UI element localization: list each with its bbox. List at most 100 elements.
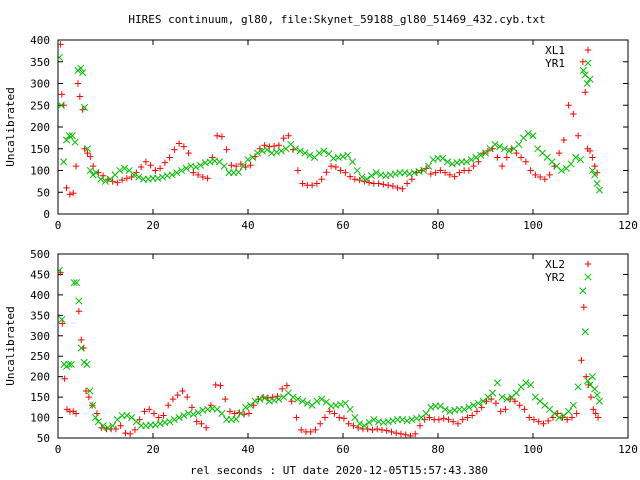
series-xl1 (58, 41, 601, 198)
data-point (58, 91, 65, 98)
data-point (318, 176, 325, 183)
data-point (193, 418, 200, 425)
data-point (152, 167, 159, 174)
data-point (185, 149, 192, 157)
data-point (427, 403, 435, 411)
data-point (161, 159, 169, 166)
data-point (474, 399, 482, 407)
data-point (572, 153, 580, 162)
data-point (301, 149, 309, 157)
data-point (166, 154, 173, 161)
legend-marker (584, 59, 592, 67)
y-axis-label: Uncalibrated (4, 87, 17, 166)
data-point (591, 385, 599, 393)
data-point (85, 393, 93, 401)
x-tick-label: 120 (618, 443, 638, 456)
data-point (469, 412, 476, 419)
data-point (530, 416, 538, 423)
data-point (574, 383, 582, 391)
data-point (245, 410, 253, 417)
x-tick-label: 60 (336, 219, 349, 232)
data-point (63, 184, 70, 192)
data-point (478, 404, 485, 411)
data-point (66, 191, 74, 198)
data-point (173, 169, 181, 177)
data-point (232, 162, 240, 170)
data-point (58, 101, 65, 109)
y-tick-label: 350 (30, 56, 50, 69)
data-point (405, 170, 414, 178)
data-point (251, 153, 259, 160)
data-point (135, 173, 143, 181)
data-point (165, 402, 172, 409)
data-point (142, 158, 150, 165)
data-point (331, 410, 338, 417)
data-point (332, 163, 340, 171)
data-point (503, 395, 511, 403)
data-point (340, 415, 348, 422)
y-tick-label: 100 (30, 165, 50, 178)
data-point (155, 414, 162, 421)
data-point (58, 41, 64, 48)
legend-marker (584, 273, 592, 281)
data-point (89, 162, 97, 170)
data-point (388, 428, 395, 436)
data-point (78, 336, 85, 344)
data-point (175, 140, 183, 147)
data-point (91, 414, 100, 422)
data-point (515, 140, 523, 148)
data-point (587, 393, 595, 401)
data-point (427, 170, 435, 178)
data-point (569, 401, 577, 409)
data-point (147, 162, 154, 169)
data-point (188, 404, 196, 411)
data-point (493, 379, 501, 387)
data-point (175, 414, 183, 422)
data-point (555, 414, 563, 422)
data-point (294, 167, 302, 174)
x-tick-label: 0 (55, 219, 62, 232)
data-point (136, 416, 143, 423)
data-point (576, 156, 585, 164)
data-point (258, 147, 266, 155)
data-point (498, 393, 506, 401)
data-point (117, 422, 124, 429)
data-point (299, 180, 306, 187)
data-point (104, 424, 112, 432)
legend-label: YR1 (545, 57, 565, 70)
data-point (228, 162, 235, 169)
data-point (213, 132, 221, 139)
data-point (583, 79, 591, 88)
y-tick-label: 50 (37, 432, 50, 445)
data-point (391, 170, 399, 178)
data-point (498, 162, 506, 170)
data-point (446, 171, 454, 179)
data-point (101, 177, 110, 185)
data-point (232, 415, 240, 423)
data-point (342, 169, 349, 176)
chart-title: HIRES continuum, gl80, file:Skynet_59188… (128, 13, 545, 26)
data-point (87, 153, 94, 160)
data-point (70, 279, 78, 287)
data-point (289, 393, 297, 401)
data-point (579, 58, 587, 65)
data-point (71, 138, 79, 146)
data-point (398, 416, 406, 424)
data-point (465, 167, 473, 174)
data-point (116, 166, 124, 175)
data-point (60, 158, 68, 166)
data-point (220, 162, 228, 170)
data-point (99, 422, 107, 430)
data-point (470, 401, 478, 409)
data-point (348, 158, 357, 166)
data-point (261, 394, 269, 402)
data-point (435, 416, 443, 423)
data-point (496, 143, 504, 151)
data-point (75, 308, 83, 315)
y-tick-label: 450 (30, 268, 50, 281)
data-point (522, 379, 530, 387)
data-point (424, 162, 433, 170)
data-point (244, 156, 252, 164)
data-point (536, 173, 544, 181)
data-point (574, 132, 582, 139)
